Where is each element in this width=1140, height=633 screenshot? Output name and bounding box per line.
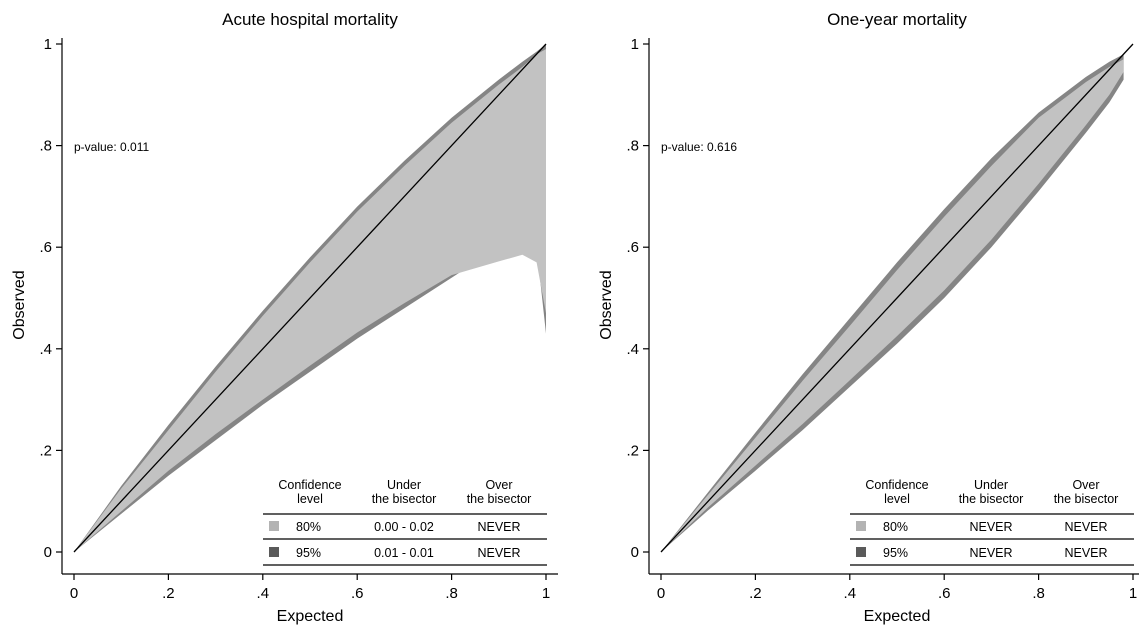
row-95-level: 95% — [296, 546, 321, 560]
header-confidence-line1: Confidence — [865, 478, 928, 492]
y-tick-label: .4 — [39, 341, 52, 358]
x-tick-label: .4 — [844, 585, 857, 602]
header-confidence-line2: level — [884, 492, 910, 506]
x-tick-label: .2 — [162, 585, 175, 602]
header-over-line2: the bisector — [1054, 492, 1119, 506]
x-tick-label: .8 — [445, 585, 458, 602]
header-under-line1: Under — [974, 478, 1008, 492]
x-tick-label: .8 — [1032, 585, 1045, 602]
swatch-80 — [856, 521, 866, 531]
y-tick-label: .8 — [626, 138, 639, 155]
x-tick-label: 0 — [657, 585, 665, 602]
bisector-line — [73, 43, 547, 553]
y-tick-label: 1 — [631, 36, 639, 53]
y-ticks: 0 .2 .4 .6 .8 1 — [39, 36, 62, 561]
y-axis-label: Observed — [598, 270, 615, 339]
band-80 — [661, 59, 1124, 552]
header-over-line2: the bisector — [467, 492, 532, 506]
swatch-95 — [856, 547, 866, 557]
x-ticks: 0 .2 .4 .6 .8 1 — [70, 574, 550, 602]
y-tick-label: .4 — [626, 341, 639, 358]
x-tick-label: 1 — [1129, 585, 1137, 602]
y-tick-label: .2 — [39, 442, 52, 459]
band-80 — [74, 49, 546, 552]
y-tick-label: .2 — [626, 442, 639, 459]
header-over-line1: Over — [485, 478, 512, 492]
legend-table: Confidence level Under the bisector Over… — [850, 478, 1134, 566]
header-under-line2: the bisector — [959, 492, 1024, 506]
bisector-line — [660, 43, 1134, 553]
y-tick-label: .8 — [39, 138, 52, 155]
swatch-95 — [269, 547, 279, 557]
header-over-line1: Over — [1072, 478, 1099, 492]
row-95-under: NEVER — [969, 546, 1012, 560]
row-80-level: 80% — [296, 520, 321, 534]
chart-title: One-year mortality — [827, 10, 967, 29]
y-tick-label: 0 — [631, 544, 639, 561]
x-tick-label: .4 — [257, 585, 270, 602]
row-80-under: NEVER — [969, 520, 1012, 534]
row-80-under: 0.00 - 0.02 — [374, 520, 434, 534]
y-tick-label: 0 — [44, 544, 52, 561]
x-tick-label: .6 — [938, 585, 951, 602]
x-axis-label: Expected — [864, 608, 931, 625]
legend-table: Confidence level Under the bisector Over… — [263, 478, 547, 566]
y-tick-label: .6 — [39, 239, 52, 256]
row-95-under: 0.01 - 0.01 — [374, 546, 434, 560]
swatch-80 — [269, 521, 279, 531]
y-tick-label: .6 — [626, 239, 639, 256]
row-80-over: NEVER — [477, 520, 520, 534]
y-ticks: 0 .2 .4 .6 .8 1 — [626, 36, 649, 561]
panel-one-year: One-year mortality 0 .2 .4 .6 .8 1 0 .2 .4 .6 .8 1… — [598, 10, 1139, 625]
p-value-annotation: p-value: 0.616 — [661, 140, 737, 154]
header-confidence-line2: level — [297, 492, 323, 506]
x-axis-label: Expected — [277, 608, 344, 625]
x-tick-label: 1 — [542, 585, 550, 602]
x-ticks: 0 .2 .4 .6 .8 1 — [657, 574, 1137, 602]
header-under-line1: Under — [387, 478, 421, 492]
y-tick-label: 1 — [44, 36, 52, 53]
row-95-over: NEVER — [477, 546, 520, 560]
panel-acute-hospital: Acute hospital mortality 0 .2 .4 .6 .8 1 0 .2.… — [11, 10, 558, 625]
y-axis-label: Observed — [11, 270, 28, 339]
chart-title: Acute hospital mortality — [222, 10, 398, 29]
x-tick-label: 0 — [70, 585, 78, 602]
header-under-line2: the bisector — [372, 492, 437, 506]
row-80-over: NEVER — [1064, 520, 1107, 534]
row-95-level: 95% — [883, 546, 908, 560]
row-80-level: 80% — [883, 520, 908, 534]
p-value-annotation: p-value: 0.011 — [74, 140, 149, 154]
x-tick-label: .6 — [351, 585, 364, 602]
row-95-over: NEVER — [1064, 546, 1107, 560]
header-confidence-line1: Confidence — [278, 478, 341, 492]
x-tick-label: .2 — [749, 585, 762, 602]
